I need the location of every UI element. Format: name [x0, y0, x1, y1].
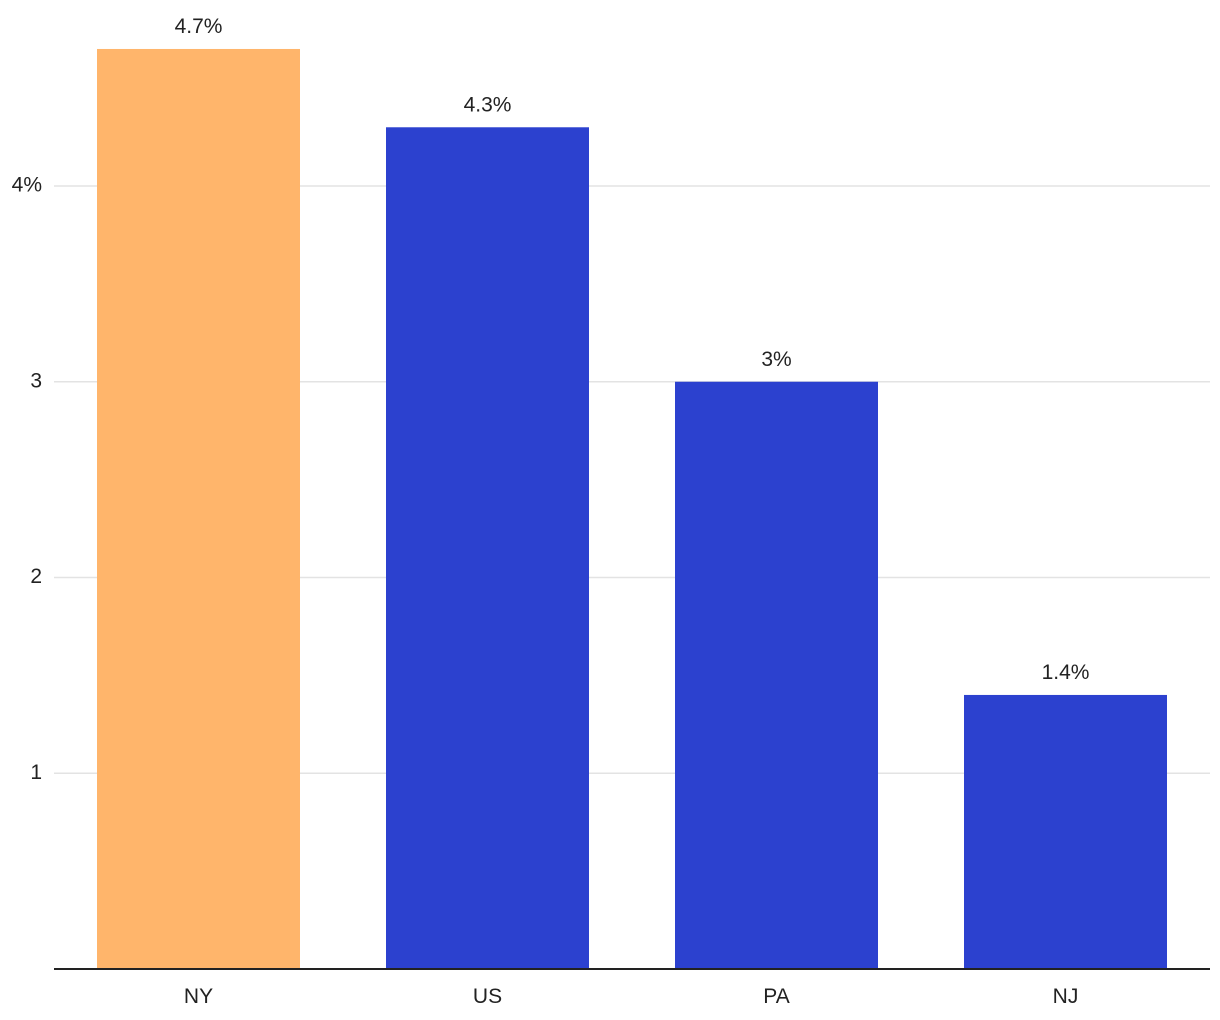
- bar-pa: [675, 381, 878, 969]
- bar-nj: [964, 694, 1167, 969]
- x-tick-label: NY: [184, 985, 213, 1008]
- x-axis-ticks: NY US PA NJ: [184, 985, 1078, 1008]
- x-tick-label: US: [473, 985, 502, 1008]
- y-tick-label: 3: [30, 369, 42, 392]
- bar-us: [386, 127, 589, 969]
- data-labels: 4.7% 4.3% 3% 1.4%: [175, 15, 1090, 684]
- x-tick-label: PA: [763, 985, 789, 1008]
- y-tick-label: 4%: [12, 174, 42, 197]
- bars: [97, 48, 1167, 970]
- data-label-us: 4.3%: [464, 93, 512, 116]
- bar-ny: [97, 48, 300, 970]
- y-tick-label: 2: [30, 565, 42, 588]
- data-label-pa: 3%: [761, 348, 791, 371]
- y-tick-label: 1: [30, 761, 42, 784]
- data-label-nj: 1.4%: [1042, 661, 1090, 684]
- y-axis-ticks: 1 2 3 4%: [12, 174, 42, 784]
- x-tick-label: NJ: [1053, 985, 1079, 1008]
- data-label-ny: 4.7%: [175, 15, 223, 38]
